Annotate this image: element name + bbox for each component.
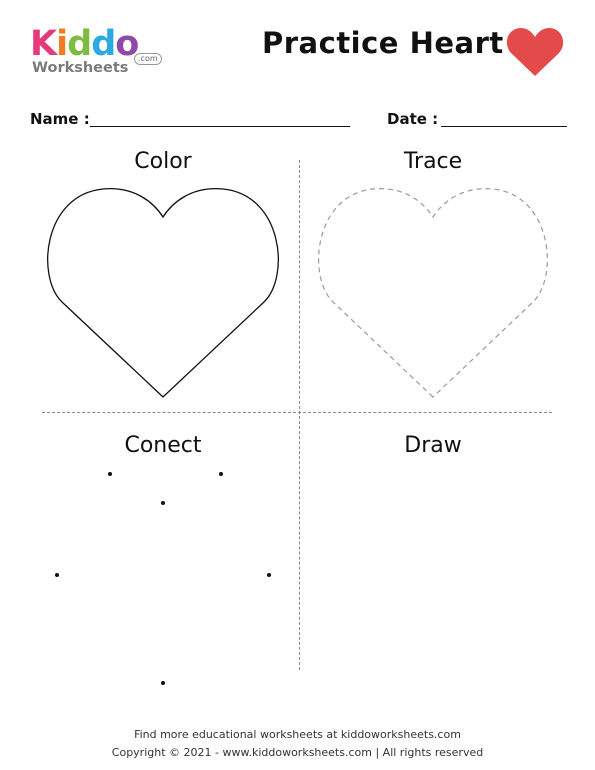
page-title: Practice Heart xyxy=(262,26,504,60)
connect-dot xyxy=(267,573,271,577)
logo-letter: i xyxy=(56,24,68,64)
date-line xyxy=(441,126,567,127)
logo-letter: d xyxy=(67,24,92,64)
section-title-color: Color xyxy=(134,149,192,174)
kiddo-logo: Kiddo .com Worksheets xyxy=(30,26,170,80)
logo-letter: K xyxy=(30,24,57,64)
vertical-divider xyxy=(299,160,300,670)
name-label: Name : xyxy=(30,110,90,128)
section-title-connect: Conect xyxy=(124,433,202,458)
connect-dot xyxy=(55,573,59,577)
trace-heart-outline xyxy=(318,188,548,398)
logo-domain: .com xyxy=(134,53,162,65)
name-line xyxy=(90,126,350,127)
connect-dot xyxy=(161,501,165,505)
footer-line-2: Copyright © 2021 - www.kiddoworksheets.c… xyxy=(111,746,484,759)
connect-dot xyxy=(219,472,223,476)
section-title-draw: Draw xyxy=(404,433,462,458)
footer-line-1: Find more educational worksheets at kidd… xyxy=(134,728,461,741)
logo-subtitle: Worksheets xyxy=(32,60,129,76)
section-title-trace: Trace xyxy=(403,149,463,174)
connect-dot xyxy=(108,472,112,476)
heart-icon xyxy=(506,27,564,76)
color-heart-outline xyxy=(47,188,279,398)
connect-dot xyxy=(161,681,165,685)
horizontal-divider xyxy=(42,412,552,413)
date-label: Date : xyxy=(387,110,439,128)
logo-letter: d xyxy=(91,24,116,64)
logo-brand-text: Kiddo xyxy=(30,24,139,64)
